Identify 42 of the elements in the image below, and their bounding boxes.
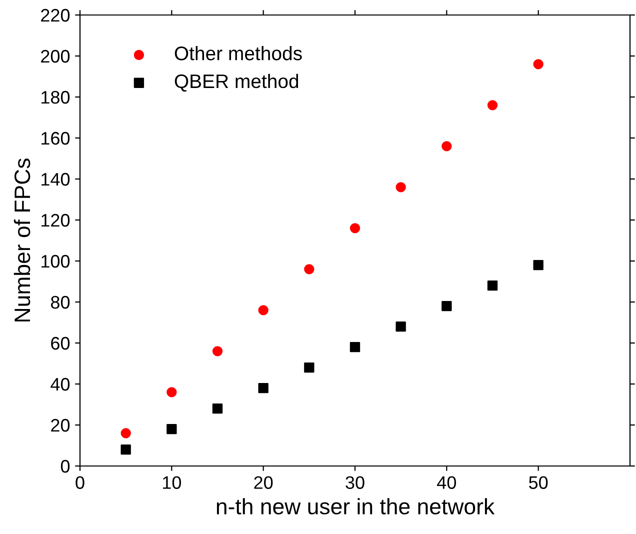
point: [304, 362, 314, 373]
point: [442, 301, 452, 312]
y-tick-label: 160: [42, 132, 70, 145]
point: [304, 264, 314, 274]
point: [350, 342, 360, 352]
point: [120, 444, 131, 455]
point: [258, 305, 268, 316]
y-tick-label: 220: [41, 8, 70, 22]
point: [212, 404, 223, 414]
point: [487, 100, 498, 110]
y-tick-label: 120: [42, 214, 70, 227]
x-tick-label: 40: [437, 476, 456, 489]
point: [212, 346, 223, 356]
x-tick-label: 50: [529, 476, 548, 489]
point: [350, 223, 360, 234]
point: [166, 387, 177, 398]
x-tick-label: 10: [163, 476, 182, 489]
x-tick-label: 30: [346, 476, 364, 489]
y-tick-label: 180: [42, 90, 70, 104]
point: [120, 428, 131, 438]
point: [396, 322, 406, 332]
legend-label: QBER method: [174, 74, 298, 92]
point: [442, 141, 452, 152]
legend-label: Other methods: [174, 46, 302, 60]
y-axis-title: Number of FPCs: [14, 158, 30, 322]
y-tick-label: 140: [42, 172, 70, 186]
y-tick-label: 80: [50, 296, 70, 309]
point: [396, 182, 406, 192]
x-axis-title: n-th new user in the network: [216, 498, 495, 514]
point: [166, 424, 177, 434]
point: [533, 59, 544, 70]
y-tick-label: 100: [42, 254, 70, 268]
x-tick-label: 0: [76, 476, 84, 489]
point: [487, 280, 498, 291]
point: [533, 260, 544, 270]
y-tick-label: 60: [51, 336, 70, 350]
point: [258, 383, 268, 394]
y-tick-label: 200: [41, 50, 70, 63]
y-tick-label: 0: [60, 460, 70, 473]
y-tick-label: 40: [50, 378, 70, 391]
y-tick-label: 20: [51, 418, 70, 432]
x-tick-label: 20: [254, 476, 273, 489]
